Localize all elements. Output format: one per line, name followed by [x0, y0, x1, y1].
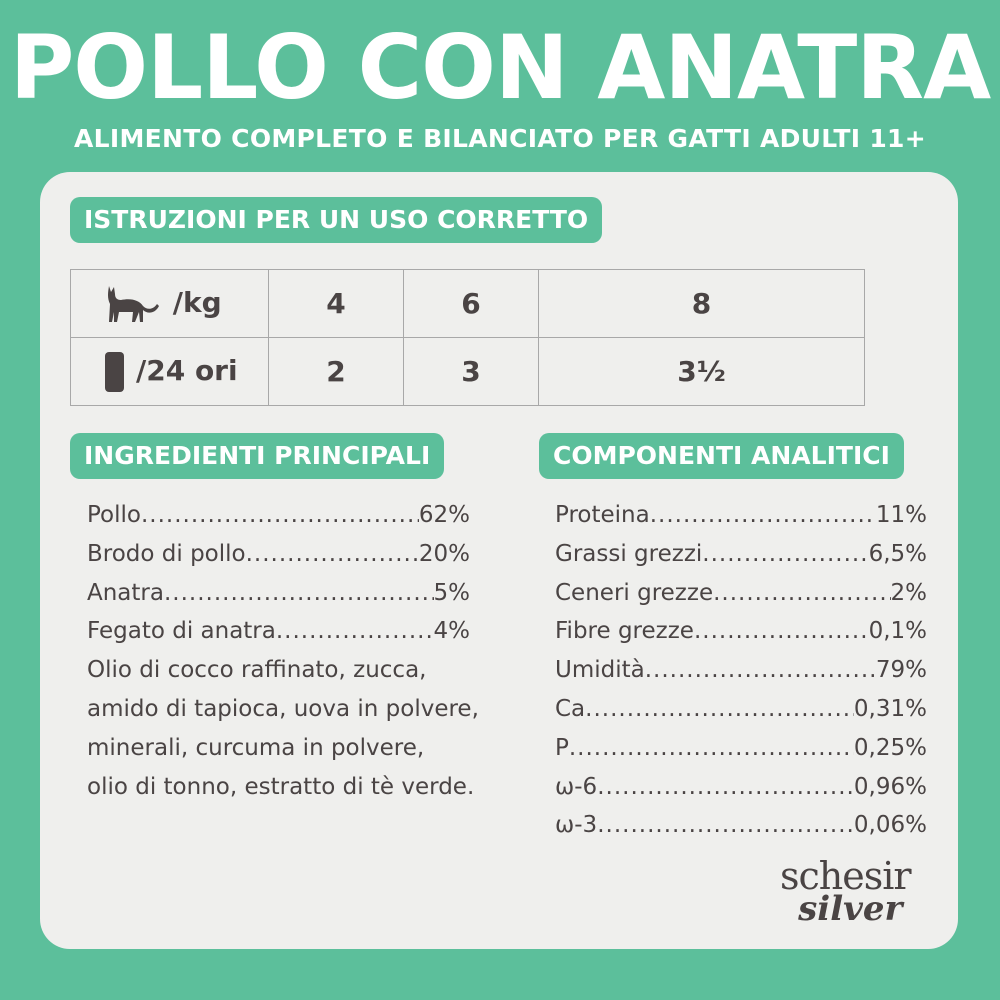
row-header: /kg [70, 269, 269, 338]
product-title: POLLO CON ANATRA [9, 16, 991, 119]
row-header: /24 ori [70, 337, 269, 406]
item-value: 0,25% [853, 734, 927, 761]
row-label: /24 ori [136, 353, 238, 387]
table-cell: 2 [268, 337, 404, 406]
item-value: 2% [890, 579, 928, 606]
item-name: Ca [555, 695, 586, 722]
table-cell: 8 [537, 269, 866, 338]
item-name: Pollo [87, 502, 141, 528]
item-name: Grassi grezzi [555, 540, 703, 567]
list-item: Ca 0,31% [555, 690, 927, 729]
item-value: 20% [418, 540, 470, 567]
logo-text: schesir [780, 854, 912, 898]
item-name: ω-3 [555, 812, 598, 839]
list-item: Proteina 11% [555, 496, 927, 535]
item-name: Anatra [87, 579, 164, 606]
instructions-heading: ISTRUZIONI PER UN USO CORRETTO [70, 197, 603, 243]
item-name: ω-6 [555, 773, 598, 800]
list-item: ω-3 0,06% [555, 806, 927, 845]
table-cell: 4 [268, 269, 404, 338]
item-value: 0,06% [853, 812, 927, 839]
list-item: Ceneri grezze 2% [555, 574, 927, 613]
list-item: Fegato di anatra 4% [87, 612, 470, 651]
list-item: Anatra 5% [87, 574, 470, 613]
item-value: 62% [418, 502, 470, 528]
item-name: P [555, 734, 569, 761]
item-value: 5% [433, 579, 471, 606]
list-item: P 0,25% [555, 729, 927, 768]
item-name: Fegato di anatra [87, 618, 276, 645]
feeding-table: /kg 4 6 8 /24 ori 2 3 3½ [70, 269, 866, 406]
pouch-icon [105, 351, 124, 392]
table-row: /kg 4 6 8 [70, 269, 866, 338]
ingredients-text: Olio di cocco raffinato, zucca, [87, 657, 427, 684]
row-label: /kg [172, 285, 222, 319]
item-name: Umidità [555, 657, 645, 684]
ingredients-text: olio di tonno, estratto di tè verde. [87, 773, 475, 800]
analytics-list: Proteina 11% Grassi grezzi 6,5% Ceneri grezz… [555, 496, 927, 845]
list-item: Fibre grezze 0,1% [555, 612, 927, 651]
item-value: 0,1% [868, 618, 927, 645]
table-cell: 3 [402, 337, 539, 406]
item-value: 6,5% [868, 540, 927, 567]
ingredients-text: minerali, curcuma in polvere, [87, 734, 425, 761]
table-cell: 6 [402, 269, 539, 338]
list-item: Pollo 62% [87, 496, 470, 535]
item-value: 79% [875, 657, 927, 684]
item-value: 4% [433, 618, 471, 645]
product-subtitle: ALIMENTO COMPLETO E BILANCIATO PER GATTI… [74, 124, 926, 153]
list-item: Brodo di pollo 20% [87, 535, 470, 574]
list-item: ω-6 0,96% [555, 768, 927, 807]
ingredients-text: amido di tapioca, uova in polvere, [87, 695, 479, 722]
analytics-heading: COMPONENTI ANALITICI [539, 433, 904, 479]
item-value: 11% [875, 502, 927, 528]
item-name: Proteina [555, 502, 650, 528]
ingredients-list: Pollo 62% Brodo di pollo 20% Anatra 5% Feg… [87, 496, 479, 806]
item-name: Brodo di pollo [87, 540, 246, 567]
list-item: Grassi grezzi 6,5% [555, 535, 927, 574]
brand-logo: schesir silver [780, 854, 912, 929]
item-value: 0,96% [853, 773, 927, 800]
table-cell: 3½ [537, 337, 866, 406]
ingredients-heading: INGREDIENTI PRINCIPALI [70, 433, 445, 479]
logo-text: silver [798, 889, 903, 929]
item-name: Fibre grezze [555, 618, 694, 645]
cat-icon [108, 285, 159, 322]
item-value: 0,31% [853, 695, 927, 722]
table-row: /24 ori 2 3 3½ [70, 337, 866, 406]
item-name: Ceneri grezze [555, 579, 714, 606]
list-item: Umidità 79% [555, 651, 927, 690]
